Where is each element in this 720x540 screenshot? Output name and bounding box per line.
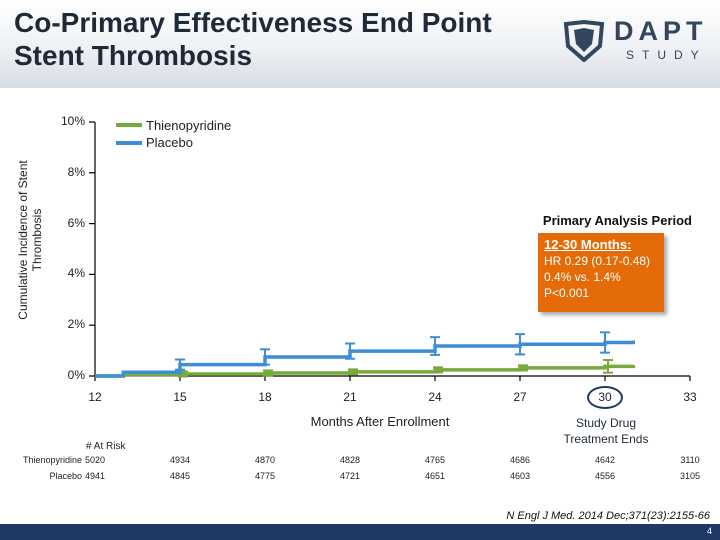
title-line-1: Co-Primary Effectiveness End Point xyxy=(14,7,492,38)
at-risk-value: 4941 xyxy=(84,471,106,481)
at-risk-value: 3105 xyxy=(679,471,701,481)
series-line-thienopyridine xyxy=(95,364,636,378)
legend-label-thienopyridine: Thienopyridine xyxy=(146,118,232,133)
dapt-logo: DAPT STUDY xyxy=(560,14,710,64)
x-tick-label: 27 xyxy=(513,390,527,404)
page-title: Co-Primary Effectiveness End Point Stent… xyxy=(14,6,534,72)
logo-subtitle: STUDY xyxy=(626,48,707,62)
at-risk-value: 5020 xyxy=(84,455,106,465)
x-tick-label: 33 xyxy=(683,390,697,404)
at-risk-value: 4603 xyxy=(509,471,531,481)
logo-word: DAPT xyxy=(614,16,708,46)
primary-analysis-period-label: Primary Analysis Period xyxy=(542,213,692,228)
at-risk-value: 3110 xyxy=(680,455,700,465)
at-risk-value: 4934 xyxy=(169,455,191,465)
x-axis-label: Months After Enrollment xyxy=(310,414,450,429)
heart-logo-icon xyxy=(563,19,605,62)
callout-title: 12-30 Months: xyxy=(544,237,632,252)
study-drug-treatment-ends-note: Study Drug Treatment Ends xyxy=(546,415,666,447)
y-tick-label: 8% xyxy=(67,164,85,179)
at-risk-value: 4765 xyxy=(424,455,446,465)
header-band: Co-Primary Effectiveness End Point Stent… xyxy=(0,0,720,88)
at-risk-value: 4642 xyxy=(594,455,616,465)
y-tick-label: 10% xyxy=(60,114,85,128)
x-tick-label: 15 xyxy=(173,390,187,404)
footer-bar xyxy=(0,524,720,540)
legend-label-placebo: Placebo xyxy=(146,135,193,150)
x-tick-label: 18 xyxy=(258,390,272,404)
y-tick-label: 0% xyxy=(67,368,85,382)
at-risk-value: 4775 xyxy=(254,471,276,481)
x-tick-label: 21 xyxy=(343,390,357,404)
legend-swatch-thienopyridine xyxy=(116,123,142,127)
citation: N Engl J Med. 2014 Dec;371(23):2155-66 xyxy=(506,510,710,522)
at-risk-value: 4845 xyxy=(169,471,191,481)
at-risk-value: 4870 xyxy=(254,455,276,465)
at-risk-row-label: Thienopyridine xyxy=(22,455,82,465)
y-tick-label: 6% xyxy=(67,215,85,230)
callout-hr: HR 0.29 (0.17-0.48) xyxy=(544,254,651,268)
sdte-line-1: Study Drug xyxy=(575,416,637,430)
callout-pvalue: P<0.001 xyxy=(544,286,590,300)
at-risk-value: 4651 xyxy=(424,471,446,481)
title-line-2: Stent Thrombosis xyxy=(14,40,253,71)
at-risk-value: 4686 xyxy=(509,455,531,465)
x-tick-label: 24 xyxy=(428,390,442,404)
at-risk-row-label: Placebo xyxy=(49,471,82,481)
callout-rates: 0.4% vs. 1.4% xyxy=(544,270,621,284)
at-risk-header: # At Risk xyxy=(86,441,126,452)
x-tick-label: 12 xyxy=(88,390,102,404)
sdte-line-2: Treatment Ends xyxy=(563,432,649,446)
at-risk-value: 4556 xyxy=(594,471,616,481)
y-tick-label: 4% xyxy=(67,266,85,281)
x-tick-label-30-circled: 30 xyxy=(587,386,623,409)
at-risk-value: 4721 xyxy=(339,471,361,481)
page-number: 4 xyxy=(706,526,712,536)
hazard-ratio-callout: 12-30 Months: HR 0.29 (0.17-0.48) 0.4% v… xyxy=(538,233,664,312)
legend-swatch-placebo xyxy=(116,141,142,145)
y-tick-label: 2% xyxy=(67,317,85,332)
at-risk-value: 4828 xyxy=(339,455,361,465)
